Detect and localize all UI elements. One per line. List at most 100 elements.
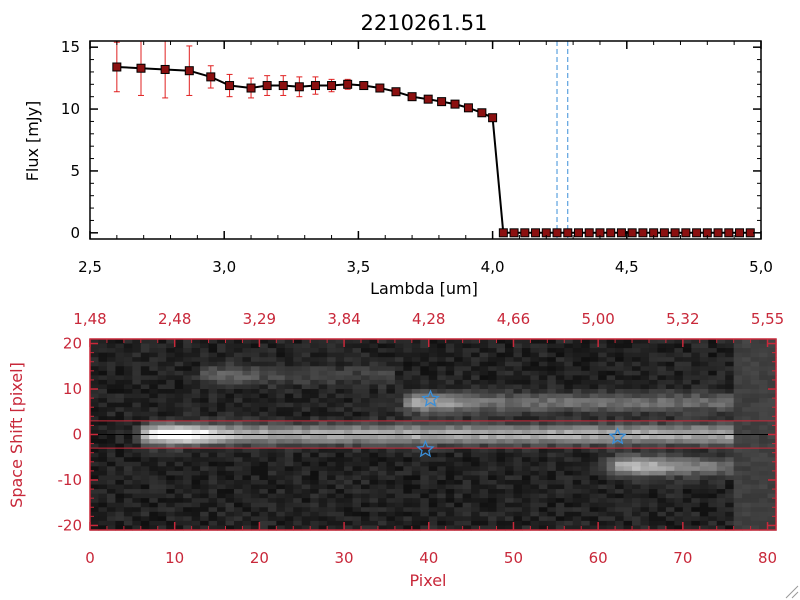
heatmap-cell	[183, 520, 193, 527]
heatmap-cell	[106, 352, 117, 358]
heatmap-cell	[242, 507, 252, 513]
heatmap-cell	[267, 434, 277, 440]
heatmap-cell	[344, 470, 354, 477]
heatmap-cell	[132, 475, 142, 481]
heatmap-cell	[327, 393, 337, 399]
heatmap-cell	[691, 420, 701, 427]
heatmap-cell	[513, 498, 523, 504]
heatmap-cell	[581, 475, 591, 481]
heatmap-cell	[682, 429, 692, 436]
heatmap-cell	[623, 434, 633, 440]
heatmap-cell	[725, 516, 735, 522]
heatmap-cell	[623, 470, 633, 477]
heatmap-cell	[217, 416, 227, 422]
heatmap-cell	[310, 407, 320, 413]
heatmap-cell	[462, 425, 472, 431]
heatmap-cell	[521, 443, 531, 449]
heatmap-cell	[369, 434, 379, 440]
heatmap-cell	[191, 475, 201, 481]
heatmap-cell	[344, 402, 354, 408]
heatmap-cell	[310, 489, 320, 495]
heatmap-cell	[242, 461, 252, 467]
heatmap-cell	[123, 393, 133, 399]
heatmap-cell	[267, 375, 277, 381]
heatmap-cell	[699, 484, 709, 490]
heatmap-cell	[632, 398, 642, 404]
y-tick-label: 0	[72, 426, 82, 444]
heatmap-cell	[742, 398, 752, 404]
heatmap-cell	[750, 511, 760, 517]
heatmap-cell	[284, 398, 294, 404]
heatmap-cell	[538, 461, 548, 467]
heatmap-cell	[90, 493, 100, 499]
heatmap-cell	[157, 443, 167, 449]
heatmap-cell	[132, 470, 142, 477]
heatmap-cell	[344, 516, 354, 522]
heatmap-cell	[648, 343, 659, 349]
x-tick-label: 3,5	[346, 258, 370, 276]
heatmap-cell	[665, 439, 675, 445]
heatmap-cell	[284, 502, 294, 508]
heatmap-cell	[632, 439, 642, 445]
heatmap-cell	[589, 502, 599, 508]
heatmap-cell	[98, 439, 108, 445]
heatmap-cell	[547, 425, 557, 431]
heatmap-cell	[699, 448, 709, 454]
heatmap-cell	[504, 525, 515, 531]
heatmap-cell	[496, 398, 506, 404]
heatmap-cell	[725, 420, 735, 427]
heatmap-cell	[217, 393, 227, 399]
heatmap-cell	[521, 502, 531, 508]
heatmap-cell	[327, 457, 337, 463]
heatmap-cell	[555, 507, 565, 513]
heatmap-cell	[471, 361, 481, 367]
heatmap-cell	[344, 425, 354, 431]
heatmap-cell	[581, 379, 591, 386]
heatmap-cell	[750, 520, 760, 527]
heatmap-cell	[462, 389, 472, 395]
heatmap-cell	[699, 361, 709, 367]
y-tick-label: -20	[58, 516, 83, 534]
heatmap-cell	[191, 343, 201, 349]
heatmap-cell	[149, 511, 159, 517]
heatmap-cell	[335, 470, 345, 477]
heatmap-cell	[657, 507, 667, 513]
heatmap-cell	[623, 425, 633, 431]
heatmap-cell	[225, 479, 235, 486]
heatmap-cell	[691, 470, 701, 477]
heatmap-cell	[377, 352, 388, 358]
heatmap-cell	[708, 448, 718, 454]
heatmap-cell	[386, 448, 396, 454]
heatmap-cell	[174, 498, 184, 504]
heatmap-cell	[208, 370, 218, 376]
heatmap-cell	[665, 379, 675, 386]
heatmap-cell	[471, 384, 481, 390]
heatmap-cell	[217, 370, 227, 376]
window-resize-grip[interactable]	[785, 585, 799, 599]
heatmap-cell	[606, 398, 616, 404]
heatmap-cell	[301, 339, 311, 345]
heatmap-cell	[200, 398, 210, 404]
heatmap-cell	[293, 443, 303, 449]
heatmap-cell	[471, 489, 481, 495]
heatmap-cell	[420, 511, 430, 517]
heatmap-cell	[394, 393, 404, 399]
heatmap-cell	[352, 429, 362, 436]
heatmap-cell	[267, 516, 277, 522]
data-point	[160, 64, 170, 74]
heatmap-cell	[733, 348, 743, 354]
heatmap-cell	[606, 520, 616, 527]
data-point	[206, 72, 216, 82]
heatmap-cell	[428, 498, 438, 504]
heatmap-cell	[479, 416, 489, 422]
heatmap-cell	[200, 411, 210, 417]
heatmap-cell	[665, 448, 675, 454]
heatmap-cell	[115, 348, 125, 354]
heatmap-cell	[708, 434, 718, 440]
heatmap-cell	[564, 434, 574, 440]
heatmap-cell	[488, 493, 498, 499]
y-tick-label: 15	[61, 38, 80, 56]
heatmap-cell	[496, 489, 506, 495]
heatmap-cell	[293, 448, 303, 454]
heatmap-cell	[708, 379, 718, 386]
